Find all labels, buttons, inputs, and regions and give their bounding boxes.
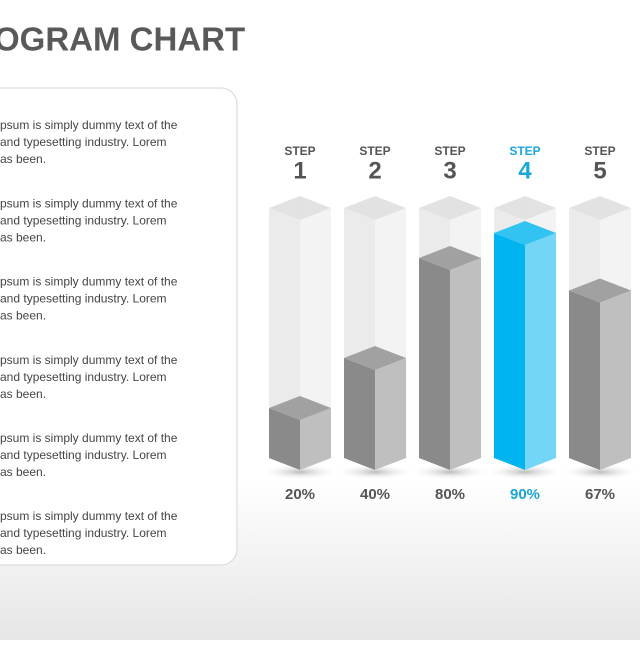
paragraph-line: psum is simply dummy text of the [0, 353, 178, 367]
value-label: 80% [435, 486, 465, 503]
ghost-column-top [269, 196, 331, 220]
paragraph-line: and typesetting industry. Lorem [0, 135, 167, 149]
paragraph-line: as been. [0, 543, 46, 557]
paragraph-line: psum is simply dummy text of the [0, 118, 178, 132]
bar-right [300, 408, 331, 470]
step-label: STEP [434, 144, 465, 158]
bar-right [600, 290, 631, 470]
paragraph-line: and typesetting industry. Lorem [0, 448, 167, 462]
value-label: 90% [510, 486, 540, 503]
bar-top [344, 346, 406, 370]
value-label: 20% [285, 486, 315, 503]
step-number: 5 [593, 157, 606, 184]
bar-right [450, 258, 481, 470]
text-panel [0, 87, 238, 566]
paragraph-line: as been. [0, 387, 46, 401]
step-number: 1 [293, 157, 306, 184]
paragraph-line: and typesetting industry. Lorem [0, 526, 167, 540]
bar-top [494, 221, 556, 245]
bar-top [569, 278, 631, 303]
ghost-column-top [419, 196, 481, 220]
bar-top [419, 246, 481, 270]
title: OGRAM CHART [0, 21, 245, 58]
paragraph-line: as been. [0, 309, 46, 323]
bar-top [269, 396, 331, 420]
paragraph-line: as been. [0, 152, 46, 166]
step-label: STEP [359, 144, 390, 158]
paragraph-line: psum is simply dummy text of the [0, 275, 178, 289]
bar-shadow [560, 464, 640, 480]
ghost-column-top [344, 196, 406, 220]
paragraph-line: psum is simply dummy text of the [0, 509, 178, 523]
bar-right [375, 358, 406, 470]
bar-left [344, 358, 375, 470]
step-label: STEP [284, 144, 315, 158]
step-label: STEP [509, 144, 540, 158]
bar-left [269, 408, 300, 470]
bar-left [569, 290, 600, 470]
bar-left [494, 233, 525, 470]
bar-shadow [485, 464, 565, 480]
step-label: STEP [584, 144, 615, 158]
paragraph-line: and typesetting industry. Lorem [0, 292, 167, 306]
value-label: 40% [360, 486, 390, 503]
step-number: 3 [443, 157, 456, 184]
bar-left [419, 258, 450, 470]
paragraph-line: psum is simply dummy text of the [0, 196, 178, 210]
bar-shadow [410, 464, 490, 480]
paragraph-line: and typesetting industry. Lorem [0, 213, 167, 227]
ghost-column-top [494, 196, 556, 220]
step-number: 2 [368, 157, 381, 184]
bar-shadow [260, 464, 340, 480]
paragraph-line: as been. [0, 230, 46, 244]
paragraph-line: as been. [0, 465, 46, 479]
paragraph-line: and typesetting industry. Lorem [0, 370, 167, 384]
bar-shadow [335, 464, 415, 480]
ghost-column-top [569, 196, 631, 220]
step-number: 4 [518, 157, 532, 184]
paragraph-line: psum is simply dummy text of the [0, 431, 178, 445]
bar-right [525, 233, 556, 470]
value-label: 67% [585, 486, 615, 503]
